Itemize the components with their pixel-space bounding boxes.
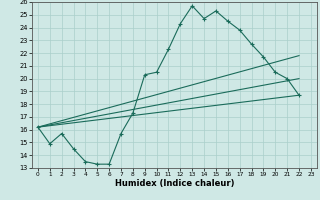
X-axis label: Humidex (Indice chaleur): Humidex (Indice chaleur)	[115, 179, 234, 188]
